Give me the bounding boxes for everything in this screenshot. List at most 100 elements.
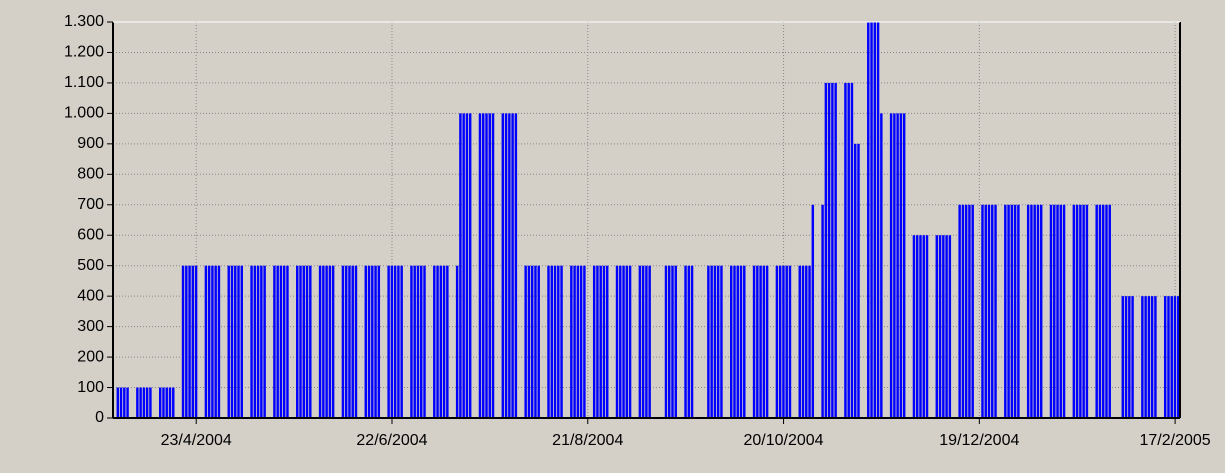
bar <box>899 113 903 418</box>
bar <box>488 113 491 418</box>
bar <box>1010 204 1014 418</box>
y-tick-label: 1.100 <box>64 74 104 91</box>
bar <box>736 265 739 418</box>
bar <box>713 265 717 418</box>
bar <box>570 265 573 418</box>
bar <box>123 387 126 418</box>
y-tick-label: 500 <box>77 257 104 274</box>
bar <box>377 265 381 418</box>
bar <box>716 265 720 418</box>
bar <box>1124 296 1128 418</box>
bar <box>896 113 899 418</box>
bar <box>720 265 723 418</box>
bar <box>1105 204 1108 418</box>
bar <box>276 265 279 418</box>
y-tick-label: 0 <box>95 409 104 426</box>
bar <box>527 265 531 418</box>
bar <box>958 204 961 418</box>
bar <box>1167 296 1170 418</box>
bar <box>987 204 991 418</box>
bar <box>889 113 893 418</box>
bar <box>119 387 123 418</box>
bar <box>282 265 286 418</box>
bar <box>465 113 469 418</box>
bar <box>798 265 801 418</box>
bar <box>834 82 837 418</box>
bar <box>511 113 514 418</box>
bar <box>442 265 446 418</box>
bar <box>984 204 987 418</box>
bar <box>811 204 815 418</box>
bar <box>854 143 857 418</box>
y-tick-label: 200 <box>77 348 104 365</box>
bar <box>162 387 165 418</box>
bar <box>867 22 870 418</box>
bar <box>752 265 756 418</box>
bar <box>628 265 632 418</box>
bar <box>579 265 583 418</box>
bar <box>537 265 540 418</box>
bar <box>204 265 208 418</box>
bar <box>344 265 348 418</box>
bar <box>351 265 354 418</box>
bar <box>560 265 563 418</box>
bar <box>534 265 537 418</box>
bar <box>948 235 952 418</box>
bar <box>149 387 152 418</box>
bar <box>602 265 606 418</box>
bar <box>234 265 237 418</box>
bar <box>880 113 883 418</box>
bar <box>788 265 792 418</box>
bar <box>945 235 948 418</box>
bar <box>194 265 198 418</box>
bar <box>348 265 351 418</box>
bar <box>964 204 968 418</box>
bar <box>485 113 488 418</box>
bar <box>256 265 260 418</box>
bar <box>263 265 266 418</box>
bar <box>743 265 746 418</box>
bar <box>478 113 482 418</box>
bar <box>850 82 854 418</box>
bar <box>1141 296 1144 418</box>
bar <box>1033 204 1036 418</box>
bar <box>1017 204 1020 418</box>
bar <box>1049 204 1053 418</box>
bar <box>420 265 423 418</box>
bar <box>1039 204 1043 418</box>
bar <box>915 235 919 418</box>
bar <box>638 265 642 418</box>
bar <box>847 82 850 418</box>
bar <box>968 204 971 418</box>
bar <box>1098 204 1102 418</box>
bar <box>606 265 609 418</box>
bar <box>831 82 834 418</box>
bar <box>136 387 139 418</box>
bar <box>165 387 168 418</box>
bar <box>240 265 244 418</box>
bar <box>824 82 828 418</box>
bar <box>912 235 916 418</box>
bar <box>126 387 129 418</box>
bar <box>870 22 873 418</box>
bar <box>501 113 505 418</box>
bar <box>482 113 485 418</box>
bar <box>459 113 462 418</box>
bar <box>687 265 691 418</box>
bar <box>390 265 394 418</box>
bar <box>1072 204 1076 418</box>
bar <box>876 22 880 418</box>
x-tick-label: 20/10/2004 <box>744 432 824 449</box>
bar <box>961 204 965 418</box>
bar <box>775 265 779 418</box>
bar <box>374 265 377 418</box>
bar <box>893 113 896 418</box>
bar <box>765 265 769 418</box>
bar <box>172 387 175 418</box>
bar <box>733 265 736 418</box>
x-tick-label: 17/2/2005 <box>1140 432 1211 449</box>
bar <box>919 235 922 418</box>
bar <box>508 113 511 418</box>
bar <box>1150 296 1154 418</box>
